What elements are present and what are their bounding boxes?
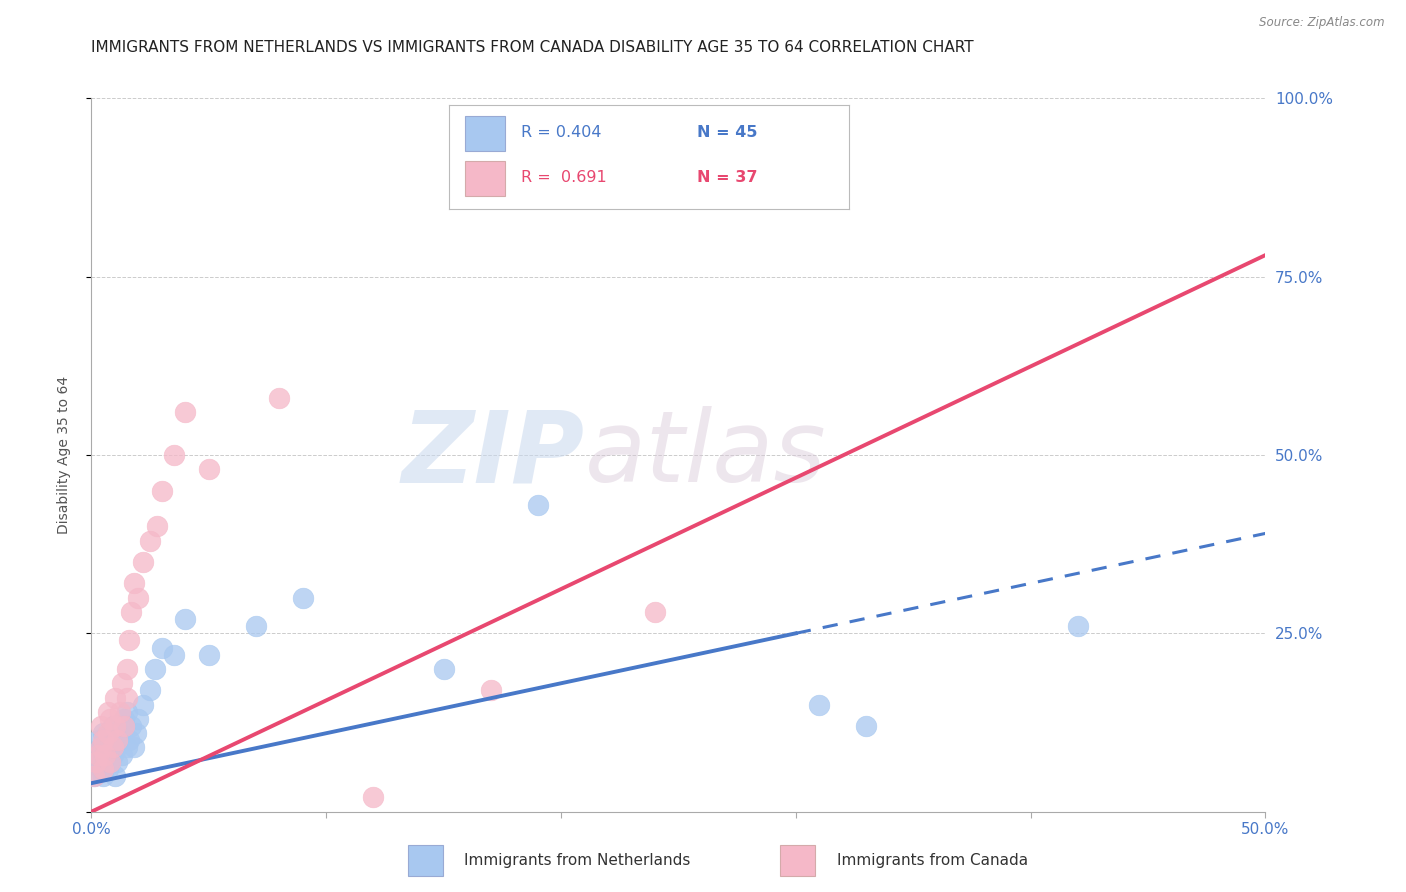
Point: [479, 683, 502, 698]
Point: [118, 733, 141, 747]
Point: [162, 648, 184, 662]
Point: [111, 676, 134, 690]
Point: [87, 747, 110, 762]
Point: [855, 719, 877, 733]
Point: [90, 740, 112, 755]
Point: [98, 726, 121, 740]
Point: [808, 698, 831, 712]
Point: [115, 690, 138, 705]
Point: [361, 790, 384, 805]
Point: [108, 726, 131, 740]
Point: [146, 519, 169, 533]
Point: [291, 591, 314, 605]
Text: ZIP: ZIP: [402, 407, 585, 503]
Point: [112, 712, 135, 726]
Point: [127, 712, 149, 726]
Point: [143, 662, 166, 676]
Point: [94, 755, 117, 769]
Text: Immigrants from Canada: Immigrants from Canada: [837, 854, 1028, 868]
Point: [132, 555, 155, 569]
Point: [83, 769, 105, 783]
Point: [91, 762, 114, 776]
Text: atlas: atlas: [585, 407, 827, 503]
Point: [94, 747, 117, 762]
Point: [87, 733, 110, 747]
Point: [104, 719, 127, 733]
Point: [105, 755, 128, 769]
Point: [150, 640, 173, 655]
Point: [90, 719, 112, 733]
Point: [1066, 619, 1088, 633]
Point: [101, 740, 124, 755]
Point: [104, 769, 127, 783]
Point: [120, 719, 142, 733]
Point: [197, 648, 219, 662]
Point: [644, 605, 666, 619]
Point: [98, 712, 121, 726]
Point: [97, 762, 120, 776]
Point: [101, 747, 124, 762]
Point: [139, 683, 162, 698]
Point: [197, 462, 219, 476]
Point: [97, 726, 120, 740]
Point: [84, 755, 107, 769]
Point: [245, 619, 267, 633]
Text: Source: ZipAtlas.com: Source: ZipAtlas.com: [1260, 16, 1385, 29]
Point: [91, 726, 114, 740]
Point: [91, 747, 114, 762]
Point: [98, 755, 121, 769]
Point: [120, 605, 142, 619]
Bar: [408, 846, 443, 876]
Point: [87, 747, 110, 762]
Point: [269, 391, 291, 405]
Point: [111, 747, 134, 762]
Point: [83, 769, 105, 783]
Point: [94, 740, 117, 755]
Point: [90, 740, 112, 755]
Point: [115, 705, 138, 719]
Point: [91, 769, 114, 783]
Point: [112, 719, 135, 733]
Point: [104, 690, 127, 705]
Point: [1066, 77, 1088, 91]
Point: [105, 740, 128, 755]
Point: [91, 733, 114, 747]
Point: [108, 705, 131, 719]
Point: [115, 740, 138, 755]
Text: Immigrants from Netherlands: Immigrants from Netherlands: [464, 854, 690, 868]
Point: [101, 719, 124, 733]
Bar: [780, 846, 815, 876]
Text: IMMIGRANTS FROM NETHERLANDS VS IMMIGRANTS FROM CANADA DISABILITY AGE 35 TO 64 CO: IMMIGRANTS FROM NETHERLANDS VS IMMIGRANT…: [91, 40, 974, 55]
Point: [104, 733, 127, 747]
Point: [97, 733, 120, 747]
Point: [132, 698, 155, 712]
Point: [174, 405, 197, 419]
Point: [122, 740, 145, 755]
Point: [125, 726, 148, 740]
Point: [162, 448, 184, 462]
Point: [98, 755, 121, 769]
Y-axis label: Disability Age 35 to 64: Disability Age 35 to 64: [56, 376, 70, 534]
Point: [122, 576, 145, 591]
Point: [105, 733, 128, 747]
Point: [139, 533, 162, 548]
Point: [127, 591, 149, 605]
Point: [150, 483, 173, 498]
Point: [174, 612, 197, 626]
Point: [97, 705, 120, 719]
Point: [526, 498, 548, 512]
Point: [118, 633, 141, 648]
Point: [115, 662, 138, 676]
Point: [432, 662, 454, 676]
Point: [90, 762, 112, 776]
Point: [84, 755, 107, 769]
